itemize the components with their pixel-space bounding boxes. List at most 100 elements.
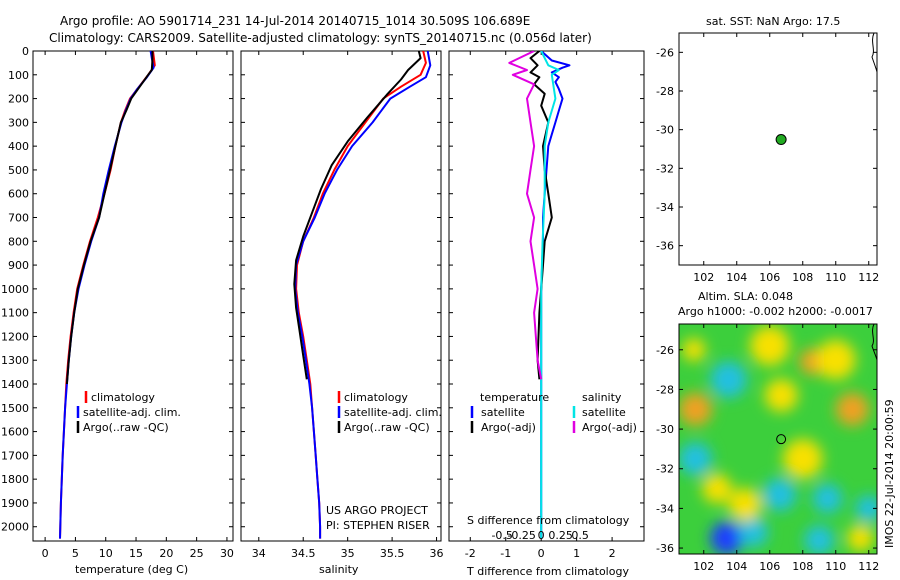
x-tick-label: 108 bbox=[792, 271, 813, 284]
sla-anomaly-blob bbox=[728, 487, 762, 521]
difference-panel: -2 -1 0 1 2 temperature satellite Argo(-adj)… bbox=[448, 50, 645, 578]
series-line-argo-raw-qc bbox=[293, 51, 422, 380]
sla-map-subtitle: Argo h1000: -0.002 h2000: -0.0017 bbox=[678, 305, 873, 318]
y-tick-label: -26 bbox=[656, 46, 674, 59]
sla-anomaly-blob bbox=[679, 392, 712, 426]
imos-timestamp: IMOS 22-Jul-2014 20:00:59 bbox=[883, 399, 896, 548]
y-tick-label: 200 bbox=[8, 93, 29, 106]
legend-s-satellite-label: satellite bbox=[582, 406, 626, 419]
sst-map-ticks: 102 104 106 108 110 112 -26 -28 -30 -32 -34 -36 bbox=[656, 33, 879, 284]
sst-map-panel: sat. SST: NaN Argo: 17.5 102 104 106 108 110… bbox=[656, 15, 879, 284]
y-tick-label: 1800 bbox=[1, 473, 29, 486]
y-tick-label: 1700 bbox=[1, 449, 29, 462]
x-tick-label: 35 bbox=[341, 547, 355, 560]
temperature-xlabel: temperature (deg C) bbox=[75, 563, 188, 576]
temperature-legend: climatology satellite-adj. clim. Argo(..… bbox=[76, 391, 181, 434]
legend-climatology-label: climatology bbox=[91, 391, 155, 404]
y-tick-label: -28 bbox=[656, 383, 674, 396]
pi-annotation-line1: US ARGO PROJECT bbox=[326, 504, 428, 517]
sla-anomaly-blob bbox=[763, 478, 797, 512]
x-tick-label: -2 bbox=[465, 547, 476, 560]
legend-s-argo-label: Argo(-adj) bbox=[582, 421, 637, 434]
y-tick-label: -36 bbox=[656, 240, 674, 253]
sla-anomaly-blob bbox=[815, 339, 856, 380]
x-tick-label: 20 bbox=[159, 547, 173, 560]
sla-map-axes-box bbox=[678, 323, 878, 555]
s-tick-label: 0.25 bbox=[548, 529, 573, 542]
salinity-xlabel: salinity bbox=[319, 563, 359, 576]
y-tick-label: 1200 bbox=[1, 330, 29, 343]
figure-title-line2: Climatology: CARS2009. Satellite-adjuste… bbox=[49, 31, 592, 45]
y-tick-label: -32 bbox=[656, 463, 674, 476]
salinity-ticks: 34 34.5 35 35.5 36 bbox=[241, 50, 444, 560]
salinity-axes-box bbox=[240, 50, 442, 542]
y-tick-label: -32 bbox=[656, 162, 674, 175]
x-tick-label: 36 bbox=[430, 547, 444, 560]
y-tick-label: -36 bbox=[656, 542, 674, 555]
x-tick-label: 110 bbox=[825, 560, 846, 573]
x-tick-label: 104 bbox=[726, 271, 747, 284]
y-tick-label: 700 bbox=[8, 212, 29, 225]
sla-anomaly-blob bbox=[749, 326, 790, 366]
sla-anomaly-blob bbox=[710, 361, 747, 398]
sla-anomaly-blob bbox=[847, 524, 874, 552]
x-tick-label: 108 bbox=[792, 560, 813, 573]
y-tick-label: -34 bbox=[656, 502, 674, 515]
argo-float-marker bbox=[776, 434, 787, 445]
y-tick-label: 300 bbox=[8, 116, 29, 129]
s-difference-ticks: -0.5-0.25 0 0.250.5 bbox=[491, 529, 588, 542]
x-tick-label: 34.5 bbox=[291, 547, 316, 560]
x-tick-label: 112 bbox=[858, 271, 879, 284]
y-tick-label: 2000 bbox=[1, 521, 29, 534]
sla-anomaly-blob bbox=[855, 495, 877, 522]
x-tick-label: 15 bbox=[129, 547, 143, 560]
pi-annotation-line2: PI: STEPHEN RISER bbox=[326, 519, 430, 532]
x-tick-label: 110 bbox=[825, 271, 846, 284]
x-tick-label: 1 bbox=[573, 547, 580, 560]
s-tick-label: -0.5 bbox=[491, 529, 512, 542]
series-line-argo-raw-qc bbox=[65, 51, 154, 385]
series-line-s-argo-adj bbox=[508, 51, 543, 380]
sla-anomaly-blob bbox=[804, 525, 835, 554]
s-tick-label: 0.5 bbox=[571, 529, 589, 542]
x-tick-label: 0 bbox=[538, 547, 545, 560]
x-tick-label: 5 bbox=[72, 547, 79, 560]
x-tick-label: 112 bbox=[858, 560, 879, 573]
y-tick-label: 600 bbox=[8, 188, 29, 201]
legend-salinity-title: salinity bbox=[582, 391, 622, 404]
x-tick-label: 102 bbox=[693, 560, 714, 573]
x-tick-label: 35.5 bbox=[380, 547, 405, 560]
x-tick-label: 106 bbox=[759, 271, 780, 284]
salinity-panel: 34 34.5 35 35.5 36 climatology satellite-adj… bbox=[240, 50, 444, 576]
sla-map-ticks: 102 104 106 108 110 112 -26 -28 -30 -32 -34 -36 bbox=[656, 324, 879, 573]
y-tick-label: 500 bbox=[8, 164, 29, 177]
x-tick-label: 10 bbox=[99, 547, 113, 560]
legend-t-satellite-label: satellite bbox=[481, 406, 525, 419]
legend-argo-label: Argo(..raw -QC) bbox=[344, 421, 430, 434]
x-tick-label: 34 bbox=[252, 547, 266, 560]
salinity-series bbox=[293, 51, 432, 539]
sla-anomaly-blob bbox=[782, 439, 823, 479]
figure-title-line1: Argo profile: AO 5901714_231 14-Jul-2014… bbox=[60, 14, 530, 28]
difference-axes-box bbox=[448, 50, 645, 542]
x-tick-label: 0 bbox=[42, 547, 49, 560]
y-tick-label: 1900 bbox=[1, 497, 29, 510]
y-tick-label: -30 bbox=[656, 423, 674, 436]
series-line-s-satellite bbox=[540, 51, 560, 539]
y-tick-label: -28 bbox=[656, 85, 674, 98]
x-tick-label: 25 bbox=[190, 547, 204, 560]
t-difference-label: T difference from climatology bbox=[466, 565, 629, 578]
sla-anomaly-blob bbox=[710, 521, 744, 554]
legend-t-argo-label: Argo(-adj) bbox=[481, 421, 536, 434]
sla-map-panel: Altim. SLA: 0.048 Argo h1000: -0.002 h20… bbox=[656, 290, 879, 573]
sst-map-title: sat. SST: NaN Argo: 17.5 bbox=[706, 15, 840, 28]
y-tick-label: 1500 bbox=[1, 402, 29, 415]
temperature-axes-box bbox=[32, 50, 234, 542]
y-tick-label: 1000 bbox=[1, 283, 29, 296]
legend-climatology-label: climatology bbox=[344, 391, 408, 404]
y-tick-label: -30 bbox=[656, 124, 674, 137]
sst-map-coastline bbox=[871, 32, 878, 73]
difference-ticks: -2 -1 0 1 2 bbox=[449, 50, 644, 560]
difference-series bbox=[508, 51, 571, 539]
